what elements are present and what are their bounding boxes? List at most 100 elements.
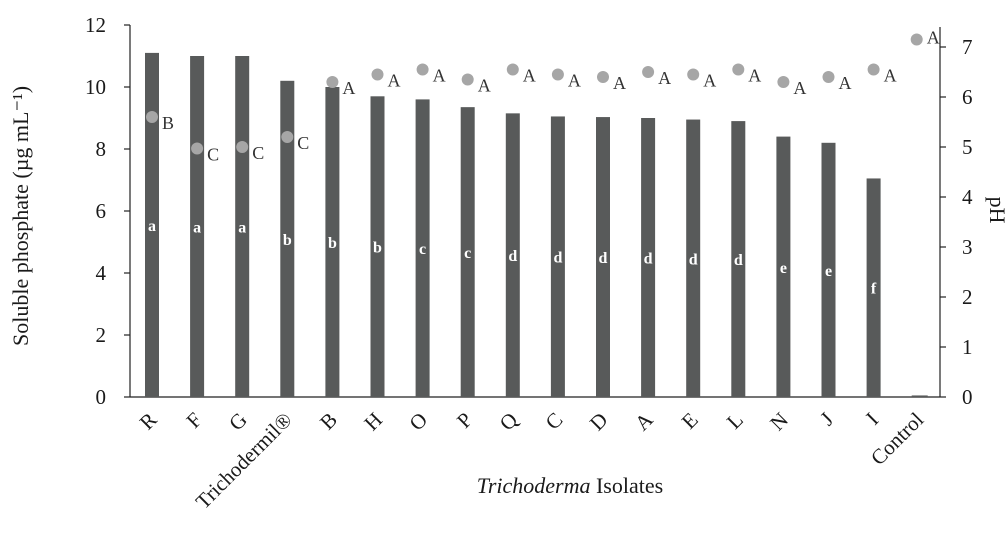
bar-group-letter: b [373,240,382,257]
x-tick-label: I [861,408,883,430]
bar-l [731,121,746,397]
y2-tick-label: 2 [962,285,973,309]
bar-group-letter: d [644,251,653,268]
ph-point [732,63,745,76]
ph-group-letter: A [748,66,761,86]
bar-group-letter: d [553,250,562,267]
ph-letters: B C C C A A A A A A A A A A A A A A [162,28,940,165]
bar-letters: a a a b b b c c d d d d d d e e f [148,218,877,298]
axis-titles: Soluble phosphate (µg mL⁻¹) pH Trichoder… [8,86,1005,498]
y2-tick-label: 1 [962,335,973,359]
bar-group-letter: d [508,248,517,265]
x-tick-label: O [404,408,432,436]
y-tick-label: 4 [96,261,107,285]
y2-tick-label: 6 [962,85,973,109]
y2-tick-label: 4 [962,185,973,209]
ph-point [461,73,474,86]
ph-group-letter: A [884,66,897,86]
ph-point [326,76,339,88]
bar-c [550,116,565,397]
bar-group-letter: d [689,251,698,268]
x-tick-label: F [181,408,206,433]
ph-group-letter: C [297,133,309,153]
ph-point [281,131,294,143]
ph-point [146,111,158,123]
ph-group-letter: A [703,71,716,91]
x-tick-label: P [452,408,477,433]
ph-points [146,33,923,155]
ph-point [236,141,249,153]
x-axis-title: Trichoderma Isolates [477,473,663,498]
bar-b [325,87,340,397]
bar-g [235,56,250,397]
ph-group-letter: C [207,145,219,165]
x-axis-title-rest: Isolates [590,473,663,498]
ph-point [777,76,790,88]
bar-group-letter: b [328,235,337,252]
x-tick-label: J [815,408,838,431]
ph-point [642,66,655,78]
ph-point [506,63,519,76]
bar-f [190,56,205,397]
ph-group-letter: A [523,66,536,86]
bar-control [911,395,928,397]
ph-group-letter: A [613,73,626,93]
bars [145,52,928,398]
x-tick-label: L [722,408,748,434]
bar-i [866,178,881,397]
bar-group-letter: b [283,232,292,249]
ph-group-letter: A [342,78,355,98]
ph-group-letter: A [433,66,446,86]
x-tick-label: Q [495,408,523,436]
ph-group-letter: A [927,28,940,48]
bar-n [776,136,791,397]
x-tick-label: G [224,408,252,436]
ph-group-letter: A [388,71,401,91]
y-tick-label: 12 [85,13,106,37]
ph-point [597,71,609,83]
y-axis-title: Soluble phosphate (µg mL⁻¹) [8,86,33,346]
x-axis-title-italic: Trichoderma [477,473,591,498]
bar-o [415,99,430,398]
ph-point [191,142,204,155]
bar-group-letter: d [734,252,743,269]
bar-group-letter: d [599,250,608,267]
ph-group-letter: A [478,76,491,96]
bar-r [145,52,159,398]
bar-group-letter: c [419,241,426,258]
ph-group-letter: A [793,78,806,98]
bar-j [821,142,836,397]
axes [124,24,946,398]
ph-point [416,63,429,76]
ph-group-letter: A [568,71,581,91]
ph-group-letter: A [839,73,852,93]
y-tick-label: 6 [96,199,107,223]
x-tick-label: B [315,408,342,435]
bar-e [686,119,701,398]
x-tick-label: R [135,408,162,435]
y2-tick-label: 0 [962,385,973,409]
x-tick-label: C [541,408,568,435]
y2-tick-label: 5 [962,135,973,159]
bar-h [370,96,385,398]
bar-group-letter: e [780,260,787,277]
y-tick-label: 10 [85,75,106,99]
bar-group-letter: e [825,263,832,280]
ph-point [371,68,384,81]
bar-group-letter: a [148,218,156,235]
x-tick-label: H [359,408,387,436]
x-tick-label: N [765,408,793,436]
bar-a [641,118,656,397]
x-tick-label: D [585,408,613,436]
ph-point [822,71,835,83]
x-tick-label: E [677,408,703,434]
ph-point [910,33,923,46]
y2-tick-label: 3 [962,235,973,259]
ph-point [551,68,564,81]
bar-group-letter: c [464,245,471,262]
bar-group-letter: f [871,281,877,298]
ph-group-letter: C [252,143,264,163]
x-tick-label: A [630,407,658,435]
